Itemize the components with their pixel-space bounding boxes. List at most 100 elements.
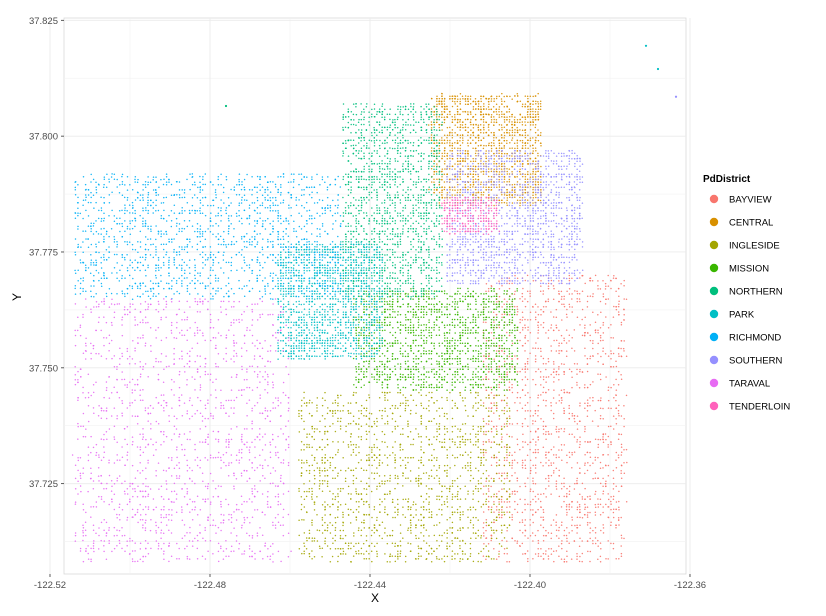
data-point — [475, 191, 477, 194]
data-point — [446, 152, 449, 155]
data-point — [451, 485, 454, 487]
data-point — [443, 188, 446, 191]
data-point — [508, 511, 511, 513]
data-point — [526, 111, 529, 113]
data-point — [542, 420, 545, 423]
data-point — [308, 537, 311, 539]
data-point — [428, 516, 430, 519]
data-point — [503, 412, 506, 415]
data-point — [508, 435, 511, 438]
data-point — [568, 277, 571, 280]
data-point — [402, 459, 404, 461]
data-point — [303, 498, 306, 500]
data-point — [457, 163, 459, 165]
data-point — [565, 355, 568, 357]
data-point — [485, 303, 487, 305]
data-point — [565, 505, 568, 508]
data-point — [516, 462, 519, 464]
data-point — [490, 529, 493, 531]
data-point — [464, 542, 467, 545]
data-point — [438, 116, 440, 118]
data-point — [305, 405, 308, 407]
data-point — [605, 285, 607, 287]
data-point — [464, 404, 466, 407]
data-point — [503, 181, 505, 183]
data-point — [529, 441, 532, 443]
data-point — [503, 152, 506, 155]
data-point — [451, 97, 454, 100]
data-point — [464, 183, 467, 186]
data-point — [532, 490, 534, 493]
data-point — [529, 352, 531, 355]
data-point — [480, 425, 482, 428]
data-point — [501, 365, 503, 368]
data-point — [391, 404, 394, 407]
data-point — [405, 295, 407, 297]
data-point — [573, 436, 576, 438]
data-point — [360, 412, 363, 415]
data-point — [508, 524, 511, 527]
data-point — [581, 552, 584, 555]
data-point — [532, 168, 534, 170]
data-point — [373, 433, 376, 436]
data-point — [501, 428, 503, 430]
data-point — [475, 150, 477, 152]
data-point — [412, 365, 414, 368]
data-point — [425, 292, 428, 295]
data-point — [495, 529, 498, 532]
data-point — [487, 106, 490, 108]
data-point — [550, 279, 553, 282]
data-point — [571, 467, 573, 469]
data-point — [373, 420, 375, 423]
data-point — [472, 165, 475, 167]
data-point — [329, 521, 331, 524]
data-point — [431, 552, 433, 555]
data-point — [537, 337, 539, 339]
data-point — [521, 103, 524, 105]
data-point — [511, 454, 513, 456]
data-point — [521, 344, 524, 347]
data-point — [503, 303, 505, 305]
data-point — [475, 154, 477, 157]
data-point — [602, 441, 605, 444]
data-point — [394, 511, 396, 513]
data-point — [459, 189, 462, 191]
data-point — [454, 175, 456, 178]
data-point — [342, 516, 344, 518]
data-point — [521, 389, 524, 391]
data-point — [509, 493, 511, 495]
data-point — [490, 121, 493, 123]
data-point — [467, 188, 469, 191]
data-point — [449, 178, 451, 181]
data-point — [420, 547, 423, 550]
data-point — [547, 555, 550, 557]
data-point — [508, 350, 511, 352]
data-point — [524, 410, 527, 412]
data-point — [597, 360, 599, 363]
data-point — [576, 290, 578, 293]
data-point — [514, 186, 516, 189]
data-point — [480, 462, 482, 464]
data-point — [620, 282, 622, 285]
data-point — [482, 360, 485, 363]
data-point — [480, 160, 482, 162]
data-point — [534, 111, 537, 113]
data-point — [357, 529, 360, 532]
data-point — [503, 425, 506, 428]
data-point — [529, 121, 532, 123]
data-point — [324, 425, 326, 428]
data-point — [456, 100, 459, 103]
data-point — [482, 137, 485, 139]
data-point — [552, 316, 555, 318]
data-point — [464, 100, 467, 102]
data-point — [464, 95, 467, 97]
data-point — [485, 186, 487, 188]
data-point — [529, 145, 532, 147]
data-point — [532, 118, 534, 121]
data-point — [386, 479, 389, 482]
data-point — [438, 428, 441, 430]
data-point — [602, 527, 605, 529]
data-point — [503, 464, 506, 467]
data-point — [493, 301, 495, 303]
data-point — [368, 396, 371, 399]
